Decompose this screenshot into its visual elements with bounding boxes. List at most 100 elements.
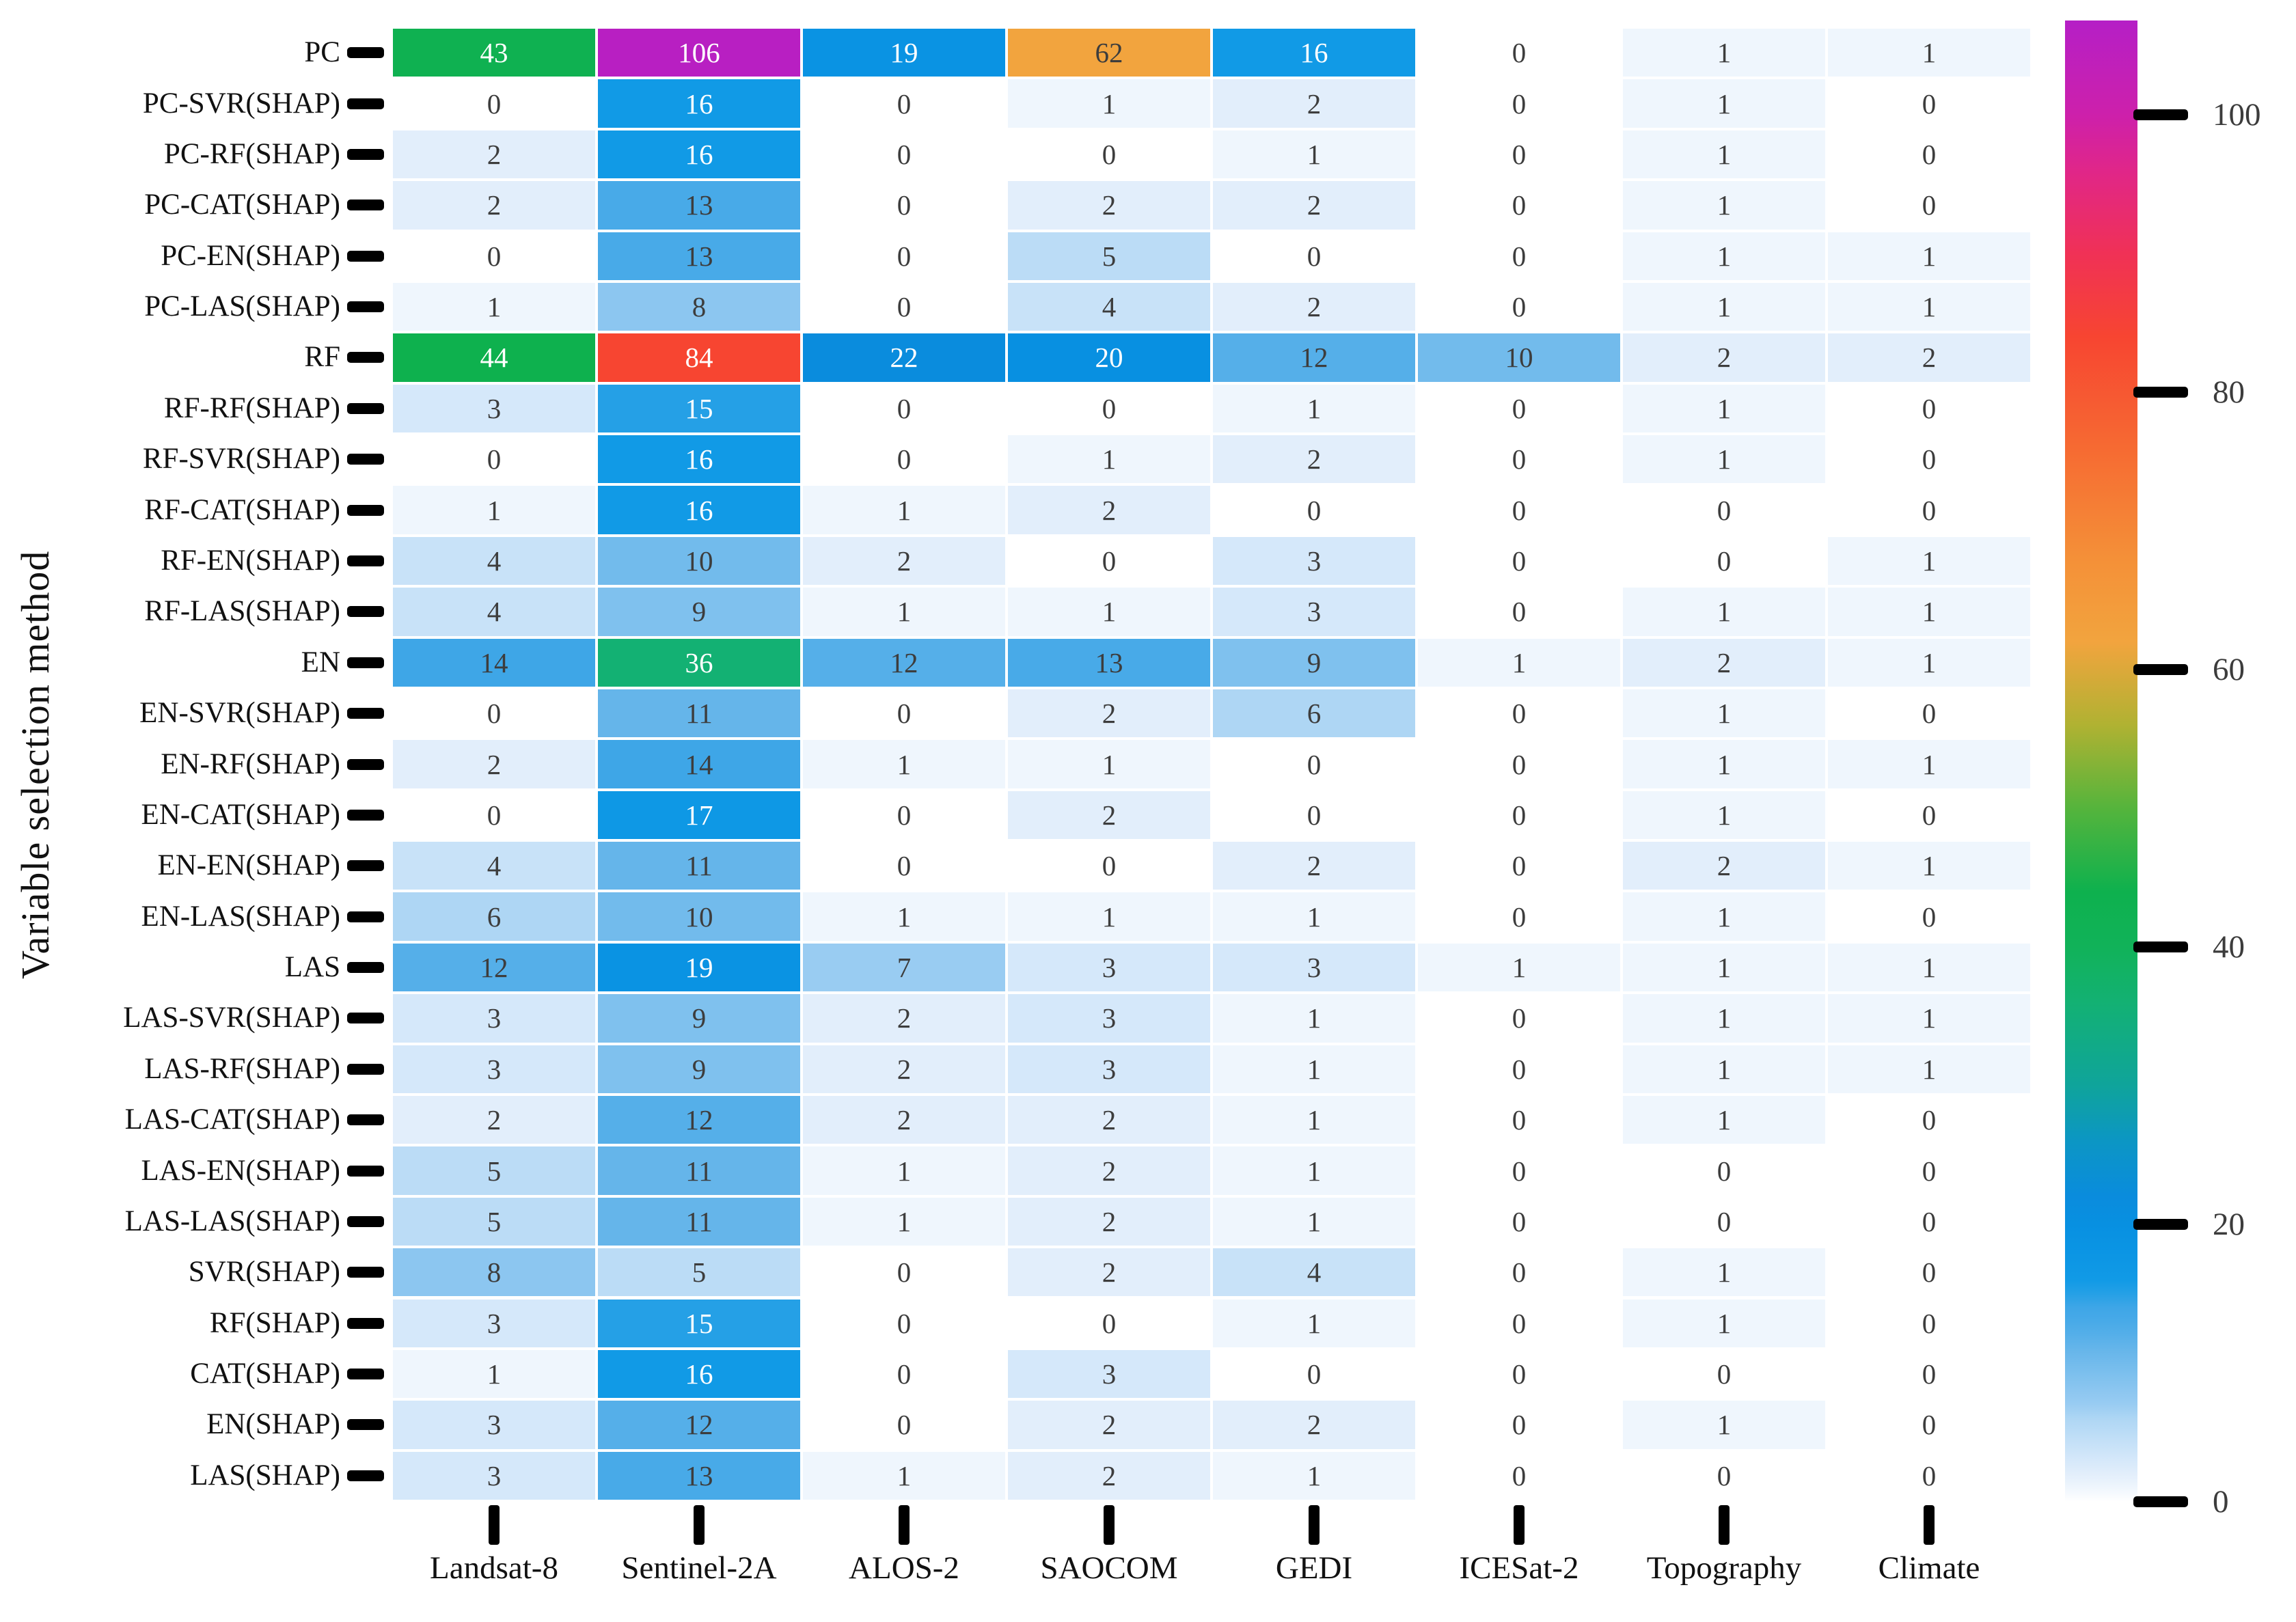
heatmap-cell: 3 [1213,588,1415,636]
heatmap-cell: 12 [598,1095,800,1144]
y-tick-mark [347,758,384,770]
heatmap-cell: 0 [1828,181,2030,230]
heatmap-cell: 12 [1213,333,1415,382]
heatmap-cell: 0 [1623,1451,1825,1500]
heatmap-cell: 1 [1008,435,1210,484]
heatmap-cell: 0 [1418,130,1620,179]
heatmap-cell: 4 [393,588,595,636]
heatmap-cell: 0 [1418,994,1620,1043]
heatmap-cell: 1 [1623,232,1825,280]
heatmap-cell: 1 [393,282,595,331]
y-tick-mark [347,809,384,821]
row-label: CAT(SHAP) [190,1358,340,1390]
heatmap-cell: 0 [1828,1401,2030,1449]
heatmap-cell: 43 [393,29,595,77]
heatmap-cell: 2 [1008,1248,1210,1297]
heatmap-cell: 1 [803,1451,1005,1500]
heatmap-cell: 13 [598,181,800,230]
heatmap-cell: 0 [803,1299,1005,1347]
colorbar-tick-label: 40 [2213,929,2245,965]
row-label: RF-LAS(SHAP) [144,595,340,628]
heatmap-cell: 0 [1828,689,2030,738]
heatmap-cell: 3 [393,1045,595,1093]
heatmap-cell: 2 [1008,1451,1210,1500]
heatmap-cell: 2 [1008,486,1210,534]
heatmap-cell: 1 [803,740,1005,788]
row-label: RF [304,341,340,374]
heatmap-cell: 1 [1623,1299,1825,1347]
heatmap-cell: 2 [1828,333,2030,382]
heatmap-cell: 9 [1213,638,1415,687]
heatmap-cell: 0 [1828,1451,2030,1500]
heatmap-cell: 0 [803,181,1005,230]
row-label: LAS(SHAP) [190,1459,340,1492]
heatmap-cell: 1 [1828,740,2030,788]
heatmap-cell: 1 [1623,1095,1825,1144]
colorbar-tick-label: 60 [2213,652,2245,688]
heatmap-cell: 3 [1008,943,1210,992]
heatmap-cell: 1 [1623,1248,1825,1297]
y-tick-mark [347,1419,384,1431]
heatmap-cell: 6 [393,892,595,941]
row-label: LAS-RF(SHAP) [144,1052,340,1085]
y-tick-mark [347,250,384,262]
heatmap-cell: 0 [1213,232,1415,280]
row-label: PC-CAT(SHAP) [144,189,340,221]
heatmap-cell: 1 [1623,79,1825,128]
heatmap-cell: 1 [1623,181,1825,230]
heatmap-cell: 2 [1213,842,1415,890]
heatmap-cell: 0 [1213,740,1415,788]
heatmap-cell: 0 [1828,1197,2030,1246]
row-label: EN(SHAP) [206,1408,340,1441]
heatmap-cell: 0 [1418,740,1620,788]
heatmap-cell: 1 [1828,232,2030,280]
heatmap-cell: 11 [598,1197,800,1246]
heatmap-cell: 0 [393,232,595,280]
heatmap-cell: 1 [1828,29,2030,77]
y-tick-mark [347,1063,384,1075]
heatmap-cell: 0 [803,282,1005,331]
heatmap-cell: 4 [1008,282,1210,331]
heatmap-cell: 0 [393,689,595,738]
heatmap-cell: 1 [803,1146,1005,1195]
heatmap-cell: 106 [598,29,800,77]
x-tick-mark [694,1505,705,1545]
heatmap-cell: 1 [1213,1045,1415,1093]
heatmap-cell: 2 [803,994,1005,1043]
column-label: Topography [1646,1550,1802,1586]
row-label: RF-CAT(SHAP) [144,493,340,526]
heatmap-cell: 1 [1213,1146,1415,1195]
heatmap-cell: 0 [803,435,1005,484]
heatmap-cell: 1 [803,486,1005,534]
heatmap-cell: 1 [393,486,595,534]
heatmap-cell: 5 [393,1146,595,1195]
heatmap-cell: 7 [803,943,1005,992]
heatmap-cell: 0 [1418,1349,1620,1399]
row-label: SVR(SHAP) [188,1256,340,1289]
heatmap-cell: 0 [1008,536,1210,586]
heatmap-cell: 44 [393,333,595,382]
heatmap-cell: 0 [803,689,1005,738]
heatmap-cell: 1 [1008,79,1210,128]
x-tick-mark [1104,1505,1115,1545]
heatmap-cell: 10 [1418,333,1620,382]
heatmap-cell: 2 [1008,689,1210,738]
heatmap-cell: 0 [803,1349,1005,1399]
heatmap-cell: 1 [1213,1095,1415,1144]
row-label: RF-RF(SHAP) [163,391,340,424]
row-label: EN-SVR(SHAP) [139,697,340,730]
heatmap-cell: 1 [1623,282,1825,331]
heatmap-cell: 13 [1008,638,1210,687]
heatmap-cell: 1 [1008,740,1210,788]
heatmap-cell: 1 [1623,740,1825,788]
colorbar-tick-label: 0 [2213,1484,2229,1520]
y-tick-mark [347,504,384,516]
heatmap-cell: 1 [1418,943,1620,992]
heatmap-cell: 0 [393,435,595,484]
row-label: PC [304,36,340,69]
y-tick-mark [347,301,384,313]
heatmap-cell: 1 [1213,384,1415,433]
heatmap-cell: 3 [1008,1349,1210,1399]
column-label: GEDI [1275,1550,1353,1586]
heatmap-cell: 1 [393,1349,595,1399]
